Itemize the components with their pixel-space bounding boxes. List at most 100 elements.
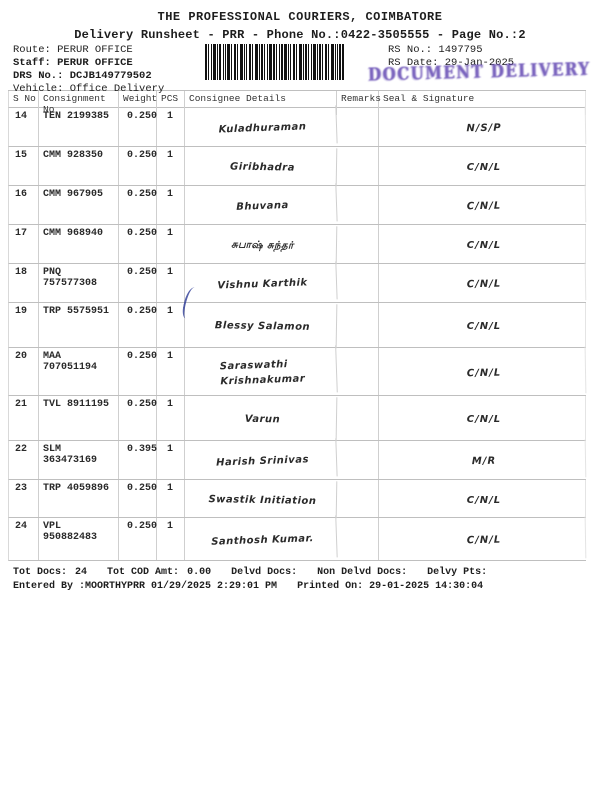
remarks-cell	[337, 480, 379, 517]
consignment-number: TVL 8911195	[39, 396, 119, 440]
seal-signature: N/S/P	[378, 106, 587, 148]
delvy-pts-label: Delvy Pts:	[427, 567, 488, 578]
consignment-number: CMM 968940	[39, 225, 119, 263]
vehicle-line: Vehicle: Office Delivery	[13, 83, 164, 96]
consignment-number: CMM 967905	[39, 186, 119, 224]
drs-label: DRS No.:	[13, 70, 64, 82]
consignment-number: CMM 928350	[39, 147, 119, 185]
table-row: 23 TRP 4059896 0.250 1 Swastik Initiatio…	[8, 478, 586, 519]
entered-printed-line: Entered By :MOORTHYPRR 01/29/2025 2:29:0…	[13, 580, 600, 594]
consignment-number: MAA 707051194	[39, 348, 119, 395]
pcs-value: 1	[157, 147, 185, 185]
serial-number: 17	[9, 225, 39, 263]
serial-number: 15	[9, 147, 39, 185]
table-row: 19 TRP 5575951 0.250 1 Blessy Salamon C/…	[8, 301, 586, 349]
col-header-weight: Weight	[119, 91, 157, 115]
consignee-signature: Santhosh Kumar.	[184, 515, 338, 563]
col-header-seal: Seal & Signature	[379, 91, 586, 115]
seal-signature: C/N/L	[379, 303, 586, 347]
rs-no-label: RS No.:	[388, 44, 433, 56]
page-title: THE PROFESSIONAL COURIERS, COIMBATORE	[157, 10, 443, 24]
serial-number: 21	[9, 396, 39, 440]
consignment-number: VPL 950882483	[39, 518, 119, 560]
serial-number: 22	[9, 441, 39, 479]
weight-value: 0.395	[119, 441, 157, 479]
consignee-signature: Blessy Salamon	[184, 301, 338, 349]
seal-signature: C/N/L	[378, 184, 587, 226]
rs-date-line: RS Date: 29-Jan-2025	[388, 57, 514, 70]
delvd-docs-label: Delvd Docs:	[231, 567, 298, 578]
pcs-value: 1	[157, 441, 185, 479]
drs-line: DRS No.: DCJB149779502	[13, 70, 164, 83]
col-header-sno: S No	[9, 91, 39, 115]
table-row: 16 CMM 967905 0.250 1 Bhuvana C/N/L	[8, 183, 587, 227]
serial-number: 16	[9, 186, 39, 224]
weight-value: 0.250	[119, 348, 157, 395]
consignee-signature: Bhuvana	[184, 183, 338, 227]
pcs-value: 1	[157, 108, 185, 146]
pcs-value: 1	[157, 264, 185, 302]
pcs-value: 1	[157, 396, 185, 440]
table-row: 15 CMM 928350 0.250 1 Giribhadra C/N/L	[8, 145, 586, 187]
consignee-signature: Varun	[184, 394, 338, 442]
consignment-number: PNQ 757577308	[39, 264, 119, 302]
weight-value: 0.250	[119, 225, 157, 263]
table-row: 18 PNQ 757577308 0.250 1 Vishnu Karthik …	[8, 261, 587, 305]
weight-value: 0.250	[119, 186, 157, 224]
consignment-number: SLM 363473169	[39, 441, 119, 479]
rs-date-value: 29-Jan-2025	[444, 57, 515, 69]
consignee-signature: சுபாஷ் சுந்தர்	[184, 223, 338, 265]
remarks-cell	[337, 108, 379, 146]
serial-number: 18	[9, 264, 39, 302]
remarks-cell	[337, 348, 379, 395]
col-header-remarks: Remarks	[337, 91, 381, 115]
route-value: PERUR OFFICE	[57, 44, 133, 56]
drs-value: DCJB149779502	[69, 70, 152, 82]
seal-signature: C/N/L	[378, 262, 587, 304]
staff-value: PERUR OFFICE	[57, 57, 133, 69]
header-info: Route: PERUR OFFICE Staff: PERUR OFFICE …	[0, 44, 600, 95]
serial-number: 14	[9, 108, 39, 146]
consignee-signature: Saraswathi Krishnakumar	[184, 345, 338, 398]
tot-cod-value: 0.00	[187, 567, 212, 578]
weight-value: 0.250	[119, 147, 157, 185]
totals-line: Tot Docs: 24 Tot COD Amt: 0.00 Delvd Docs:…	[13, 566, 600, 580]
printed-on-text: Printed On: 29-01-2025 14:30:04	[297, 581, 484, 592]
consignee-signature: Vishnu Karthik	[184, 261, 338, 305]
weight-value: 0.250	[119, 108, 157, 146]
route-line: Route: PERUR OFFICE	[13, 44, 164, 57]
route-label: Route:	[13, 44, 51, 56]
vehicle-label: Vehicle:	[13, 83, 64, 95]
seal-signature: C/N/L	[379, 396, 586, 440]
pcs-value: 1	[157, 480, 185, 517]
seal-signature: C/N/L	[379, 225, 586, 263]
header-info-left: Route: PERUR OFFICE Staff: PERUR OFFICE …	[13, 44, 164, 96]
weight-value: 0.250	[119, 264, 157, 302]
tot-docs-value: 24	[75, 567, 88, 578]
col-header-pcs: PCS	[157, 91, 185, 115]
consignment-number: TRP 4059896	[39, 480, 119, 517]
serial-number: 20	[9, 348, 39, 395]
non-delvd-docs-label: Non Delvd Docs:	[317, 567, 408, 578]
remarks-cell	[337, 441, 379, 479]
consignment-number: TEN 2199385	[39, 108, 119, 146]
runsheet-table: S No Consignment No Weight PCS Consignee…	[8, 90, 587, 563]
remarks-cell	[337, 225, 379, 263]
weight-value: 0.250	[119, 518, 157, 560]
consignee-signature: Harish Srinivas	[184, 438, 338, 482]
rs-date-label: RS Date:	[388, 57, 439, 69]
serial-number: 23	[9, 480, 39, 517]
rs-no-line: RS No.: 1497795	[388, 44, 514, 57]
pcs-value: 1	[157, 518, 185, 560]
table-row: 14 TEN 2199385 0.250 1 Kuladhuraman N/S/…	[8, 105, 587, 149]
vehicle-value: Office Delivery	[69, 83, 165, 95]
col-header-consignee: Consignee Details	[185, 91, 337, 115]
table-row: 22 SLM 363473169 0.395 1 Harish Srinivas…	[8, 438, 587, 482]
remarks-cell	[337, 518, 379, 560]
table-row: 17 CMM 968940 0.250 1 சுபாஷ் சுந்தர் C/N…	[8, 223, 586, 265]
weight-value: 0.250	[119, 480, 157, 517]
remarks-cell	[337, 303, 379, 347]
consignee-signature: Giribhadra	[184, 145, 338, 187]
table-header-row: S No Consignment No Weight PCS Consignee…	[8, 91, 586, 115]
tot-docs-label: Tot Docs:	[13, 567, 68, 578]
